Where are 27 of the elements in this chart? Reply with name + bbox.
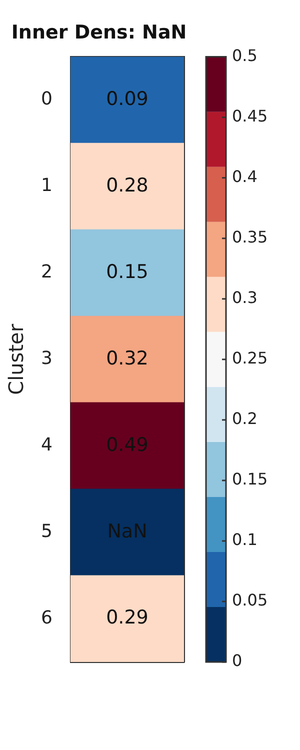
data-label: 0.49 <box>106 434 148 456</box>
y-tick-label: 5 <box>41 520 52 542</box>
y-tick-label: 0 <box>41 88 52 110</box>
data-label: 0.28 <box>106 174 148 196</box>
y-axis-title: Cluster <box>4 323 28 395</box>
color-bar-label: 0.15 <box>232 470 268 489</box>
color-bar-label: 0.3 <box>232 288 258 308</box>
data-label: 0.09 <box>106 88 148 110</box>
color-bar-label: 0.1 <box>232 530 258 550</box>
data-label: NaN <box>107 520 148 542</box>
color-bar-label: 0 <box>232 651 242 670</box>
color-bar-label: 0.35 <box>232 228 268 247</box>
data-label: 0.15 <box>106 260 148 283</box>
data-label: 0.32 <box>106 347 148 370</box>
color-bar-label: 0.4 <box>232 166 258 186</box>
chart-title: Inner Dens: NaN <box>11 21 187 44</box>
color-bar-label: 0.05 <box>232 590 268 610</box>
color-bar-label: 0.25 <box>232 348 268 368</box>
y-tick-label: 2 <box>41 262 52 283</box>
color-bar-label: 0.5 <box>232 46 258 65</box>
y-tick-label: 1 <box>41 175 52 196</box>
color-bar-label: 0.45 <box>232 106 268 126</box>
data-label: 0.29 <box>106 606 148 629</box>
color-bar-label: 0.2 <box>232 409 258 428</box>
y-tick-label: 4 <box>41 434 52 456</box>
y-tick-label: 3 <box>41 348 52 370</box>
y-tick-label: 6 <box>41 607 52 628</box>
